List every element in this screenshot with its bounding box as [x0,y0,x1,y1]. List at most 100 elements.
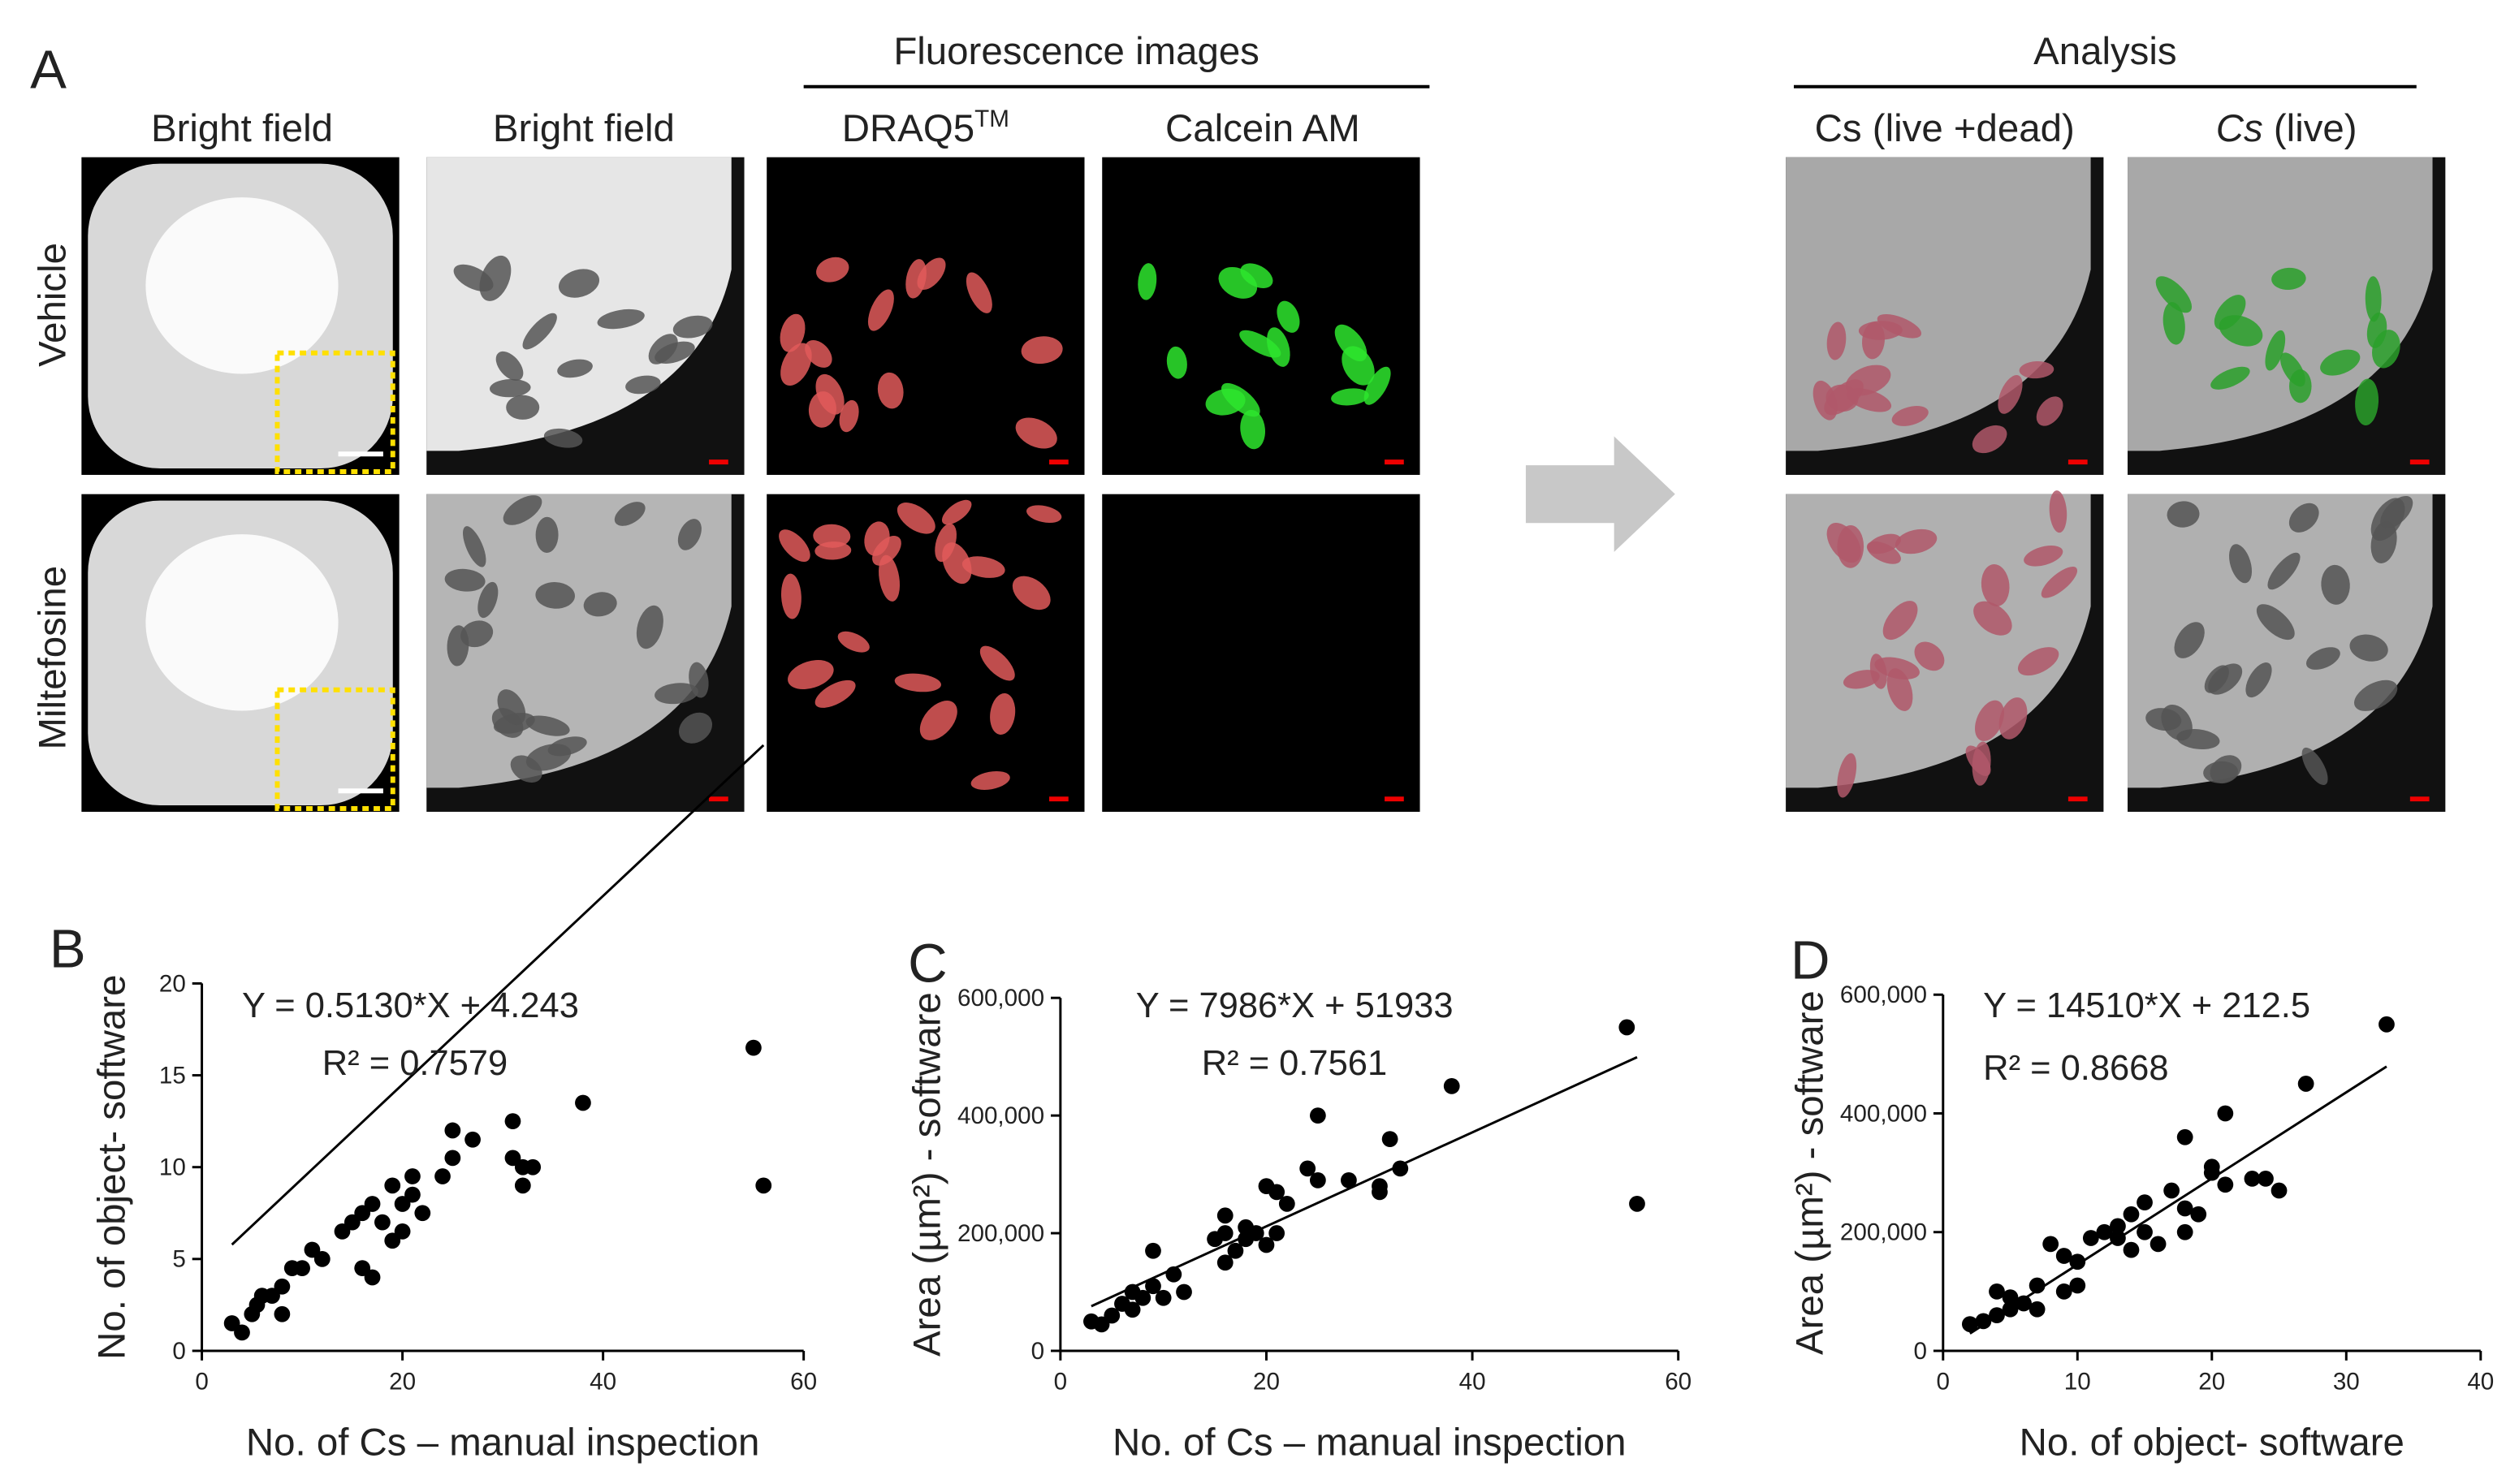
point [444,1122,461,1139]
cell [2167,501,2200,528]
fit-r2: R² = 0.7561 [1202,1044,1387,1083]
x-axis-label: No. of object- software [2020,1421,2404,1464]
panel-letter: B [50,919,86,980]
point [1989,1283,2005,1300]
point [575,1094,591,1111]
cell [1826,321,1847,360]
point [1124,1301,1141,1318]
point [2137,1223,2153,1240]
cell [2380,495,2413,529]
cell [2354,679,2398,711]
cell [897,503,935,534]
cell [780,573,801,619]
point [234,1324,250,1341]
point [364,1269,381,1286]
point [2002,1289,2019,1306]
point [414,1205,431,1222]
cell [453,264,494,292]
cell [2355,378,2379,426]
point [1309,1107,1326,1124]
column-title-main: DRAQ5 [842,107,974,150]
cell [813,524,851,548]
cell [905,259,927,299]
point [1145,1278,1161,1295]
point [1165,1266,1182,1283]
point [2297,1076,2314,1092]
point [2029,1301,2046,1318]
y-tick-label: 10 [159,1154,186,1181]
point [1309,1171,1326,1188]
cell [2024,545,2063,567]
column-title-sup: TM [974,106,1009,132]
column-title: Calcein AM [1165,107,1360,150]
cell [689,662,709,698]
cell [597,308,645,330]
cell [2203,761,2239,783]
y-axis-label: Area (µm²) - software [906,992,949,1357]
fit-r2: R² = 0.8668 [1983,1049,2168,1088]
point [384,1177,401,1194]
y-tick-label: 20 [159,970,186,997]
x-tick-label: 60 [790,1368,817,1395]
point [525,1158,542,1176]
cell [477,581,499,619]
row-label: Vehicle [32,243,75,367]
point [504,1113,521,1130]
zoom-box [274,350,395,474]
cell [525,744,572,771]
point [2110,1230,2126,1246]
cell [815,373,845,415]
micrographs [81,157,2446,812]
cell [805,339,832,368]
cell [1882,601,1918,641]
point [2244,1171,2261,1187]
y-tick-label: 15 [159,1062,186,1089]
column-title: Bright field [493,107,675,150]
point [1278,1195,1295,1212]
point [1341,1171,1357,1188]
cell [2155,276,2193,313]
cell [1239,330,1281,358]
point [1247,1225,1264,1241]
fit-equation: Y = 0.5130*X + 4.243 [242,986,579,1025]
point [1258,1236,1275,1253]
panel-letter: A [30,40,67,101]
cell [583,592,617,617]
point [1268,1225,1285,1241]
point [1216,1254,1234,1271]
y-tick-label: 0 [1031,1338,1044,1365]
point [444,1150,461,1167]
x-tick-label: 40 [2467,1368,2494,1395]
point [2123,1206,2140,1223]
cell [2349,634,2388,662]
cell [1363,366,1391,405]
cell [1837,524,1864,568]
x-axis-label: No. of Cs – manual inspection [1113,1421,1626,1464]
point [1145,1242,1161,1259]
x-tick-label: 0 [1054,1368,1067,1395]
x-tick-label: 20 [389,1368,416,1395]
cell [535,582,575,609]
y-tick-label: 600,000 [1840,981,1927,1008]
point [1975,1313,1992,1330]
point [1227,1242,1244,1259]
column-title: DRAQ5TM [842,106,1009,150]
cell [2049,490,2067,533]
point [2258,1171,2274,1187]
y-tick-label: 5 [172,1246,185,1273]
cell [447,625,469,667]
cell [990,692,1016,735]
cell [1138,263,1157,300]
point [313,1250,331,1267]
fit-line [1091,1055,1638,1308]
cell [1972,741,1991,786]
cell [2245,662,2272,698]
cell [497,689,526,726]
cell [1973,601,2012,636]
point [394,1223,411,1240]
y-tick-label: 0 [1914,1338,1927,1365]
cell [677,519,702,550]
cell [463,526,486,567]
column-title: Cs (live) [2216,107,2357,150]
micrograph [1102,494,1420,812]
